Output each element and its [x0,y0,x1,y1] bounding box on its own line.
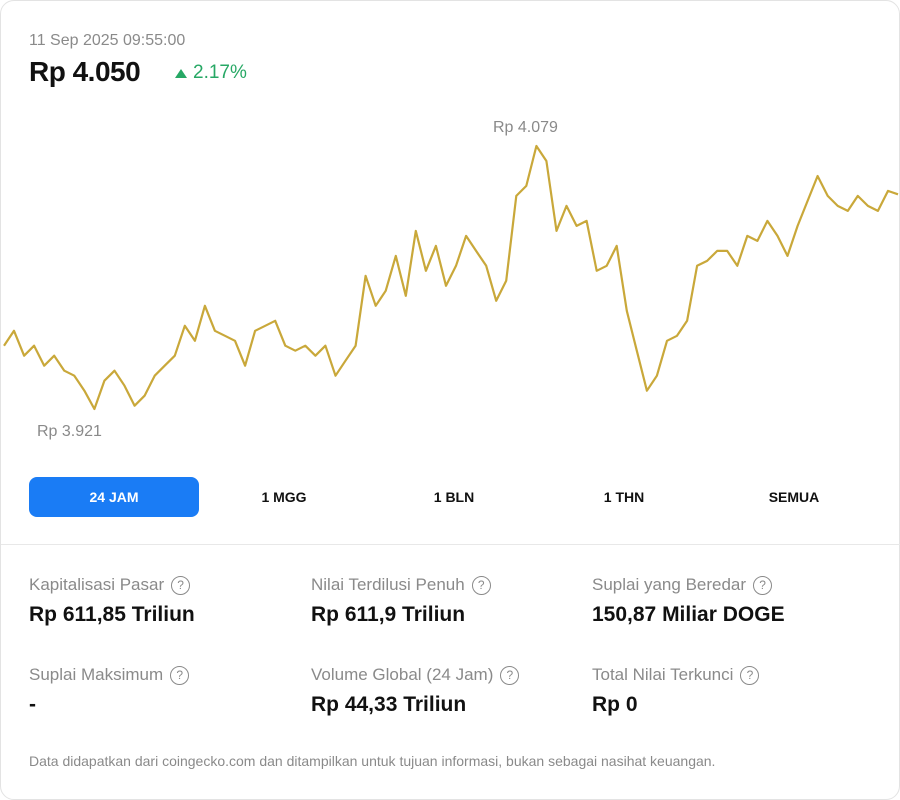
stat-label: Suplai Maksimum [29,665,164,684]
help-icon[interactable]: ? [170,665,190,685]
tab-24-jam[interactable]: 24 JAM [29,477,199,517]
help-icon[interactable]: ? [471,575,491,595]
price-line [3,144,899,411]
timestamp: 11 Sep 2025 09:55:00 [29,32,186,49]
tab-1-bln[interactable]: 1 BLN [433,489,475,505]
current-price: Rp 4.050 [29,56,141,87]
stat-value: 150,87 Miliar DOGE [592,603,785,626]
stat-tvl: Total Nilai Terkunci? Rp 0 [592,665,862,717]
help-icon[interactable]: ? [740,665,760,685]
help-icon[interactable]: ? [171,575,191,595]
price-change-value: 2.17% [193,62,247,83]
help-icon[interactable]: ? [500,665,520,685]
tab-semua[interactable]: SEMUA [768,489,820,505]
stat-value: - [29,693,36,716]
stat-label: Volume Global (24 Jam) [311,665,494,684]
divider [1,544,900,545]
stat-label: Total Nilai Terkunci [592,665,734,684]
chart-high-label: Rp 4.079 [493,119,558,136]
stat-volume: Volume Global (24 Jam)? Rp 44,33 Triliun [311,665,581,717]
stat-circulating-supply: Suplai yang Beredar? 150,87 Miliar DOGE [592,575,862,627]
stat-value: Rp 611,85 Triliun [29,603,195,626]
triangle-up-icon [175,68,187,78]
stat-value: Rp 0 [592,693,638,716]
stat-fully-diluted: Nilai Terdilusi Penuh? Rp 611,9 Triliun [311,575,581,627]
disclaimer: Data didapatkan dari coingecko.com dan d… [29,753,716,769]
stat-label: Suplai yang Beredar [592,575,747,594]
stat-label: Kapitalisasi Pasar [29,575,165,594]
chart-low-label: Rp 3.921 [37,423,102,440]
stat-value: Rp 611,9 Triliun [311,603,466,626]
stat-market-cap: Kapitalisasi Pasar? Rp 611,85 Triliun [29,575,299,627]
price-change: 2.17% [175,62,247,84]
tab-1-mgg[interactable]: 1 MGG [261,489,307,505]
help-icon[interactable]: ? [753,575,773,595]
stat-value: Rp 44,33 Triliun [311,693,467,716]
price-chart[interactable] [1,101,900,441]
stat-max-supply: Suplai Maksimum? - [29,665,299,717]
timeframe-tabs: 24 JAM 1 MGG 1 BLN 1 THN SEMUA [29,477,879,517]
stat-label: Nilai Terdilusi Penuh [311,575,465,594]
tab-1-thn[interactable]: 1 THN [603,489,645,505]
